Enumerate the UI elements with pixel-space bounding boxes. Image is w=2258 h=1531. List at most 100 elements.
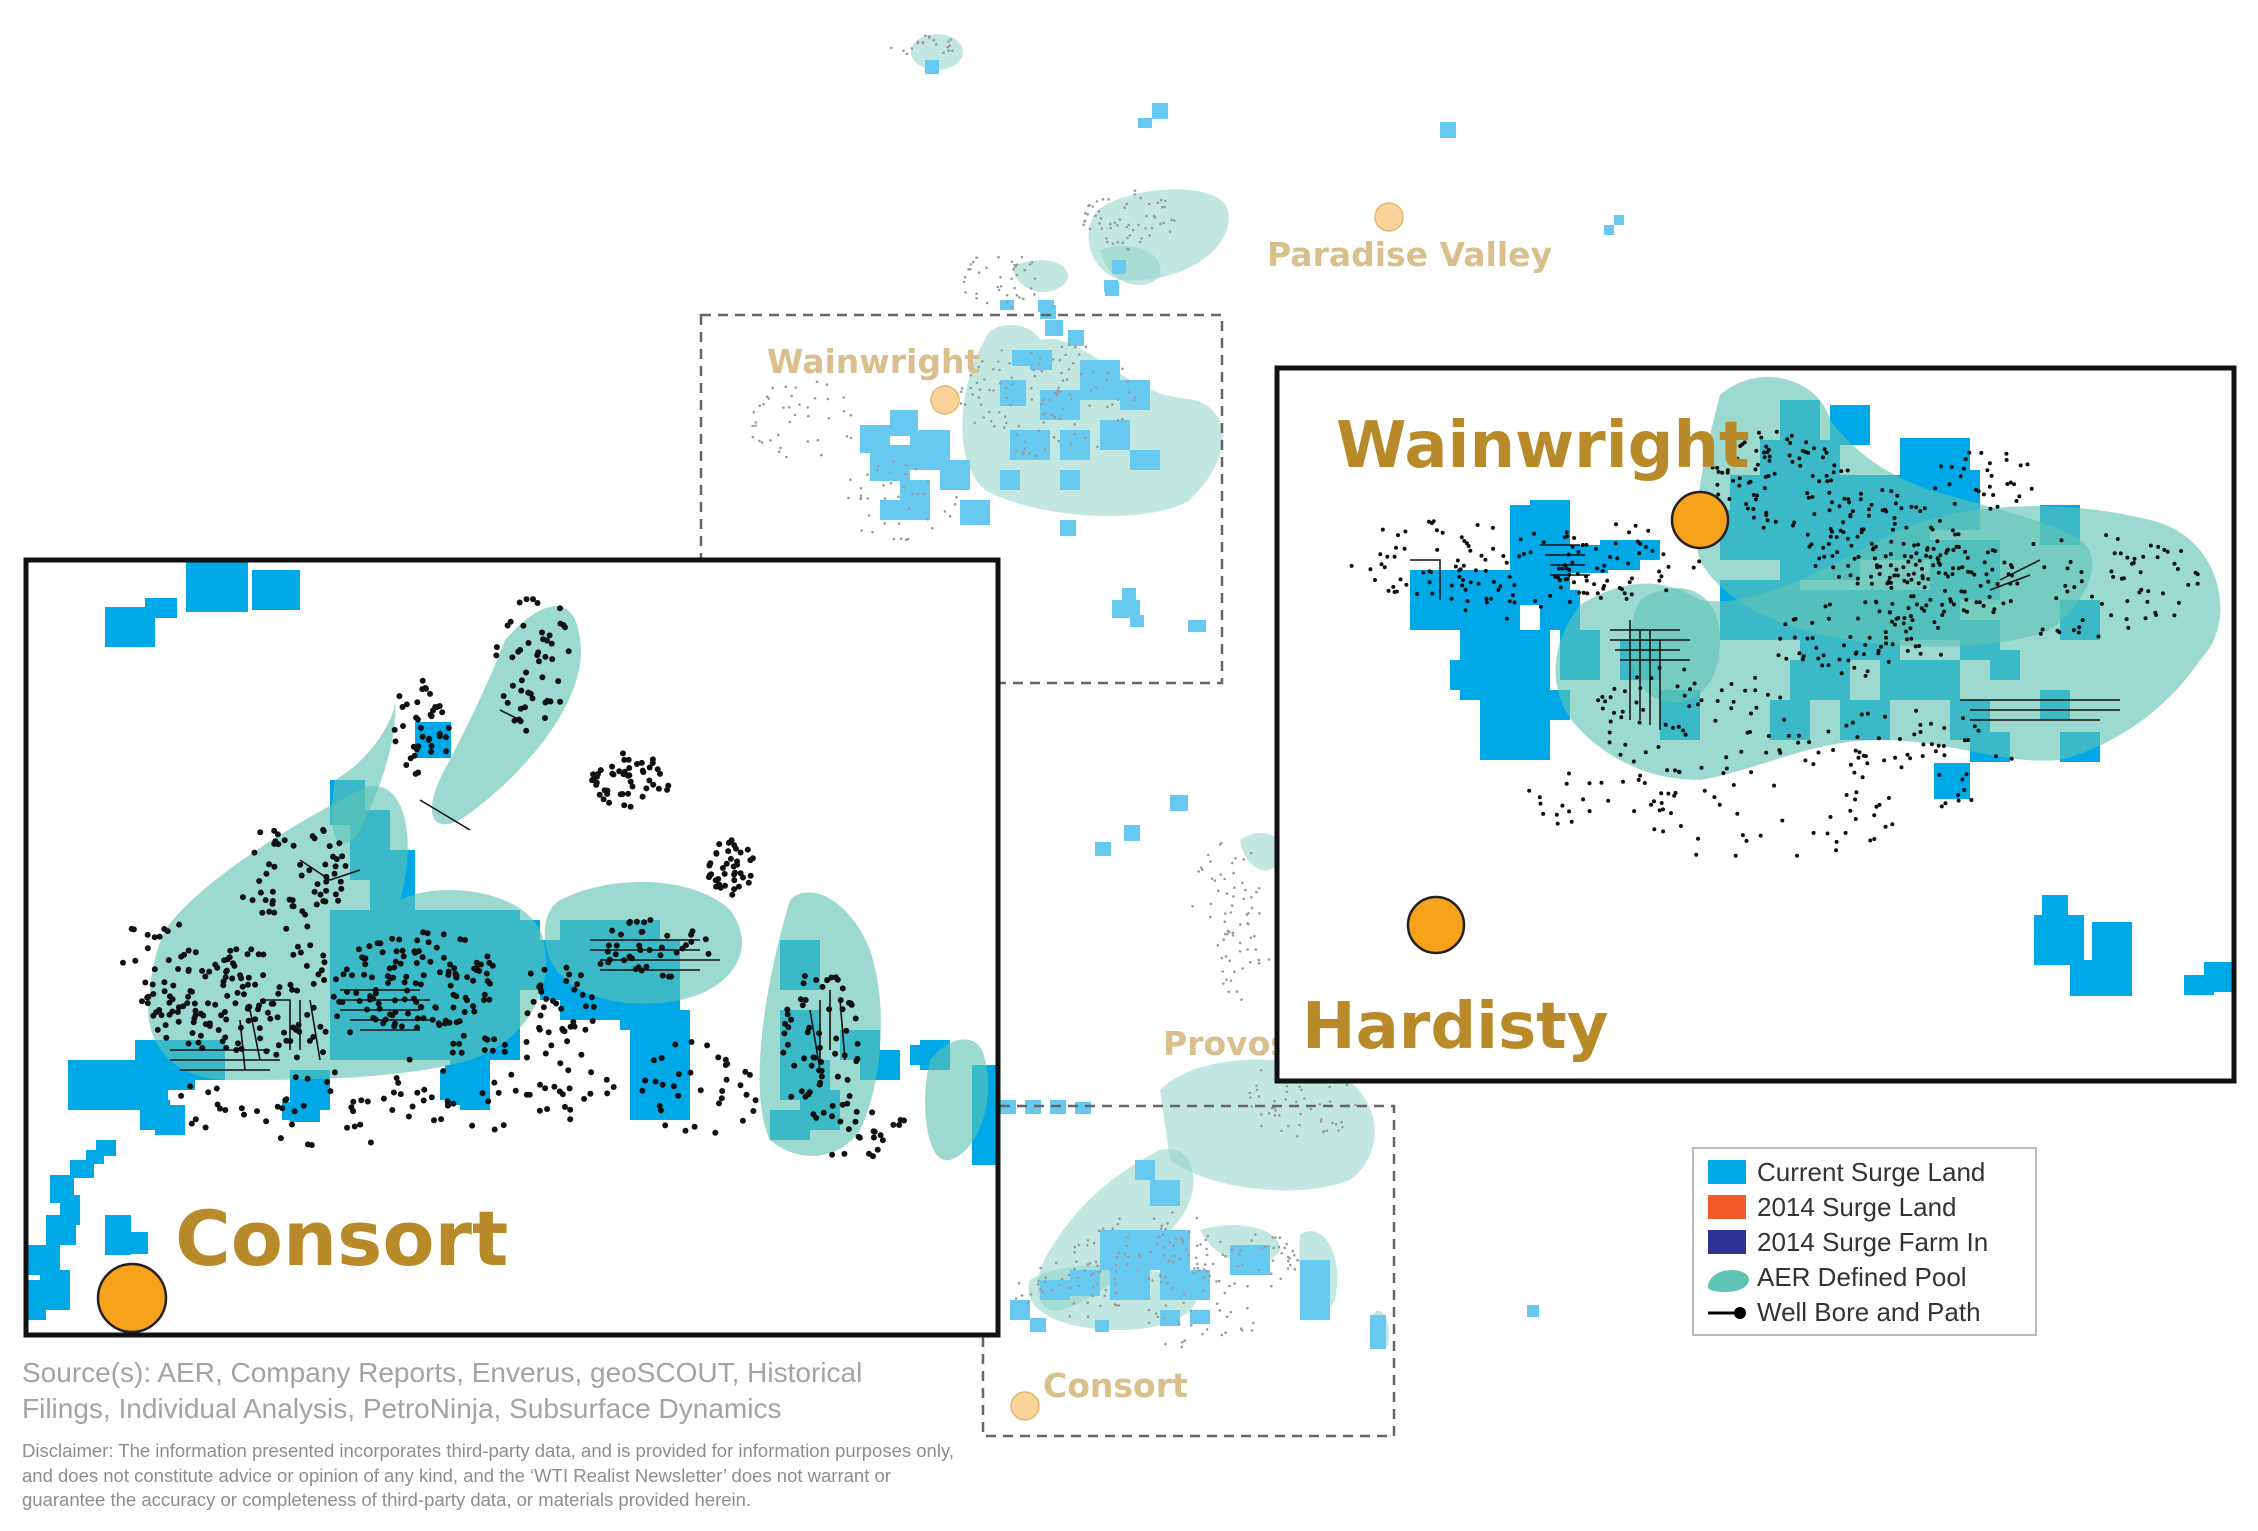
well-point: [639, 767, 646, 774]
well-point: [1459, 535, 1464, 540]
well-point: [1630, 576, 1634, 581]
well-point: [1904, 629, 1909, 634]
well-point: [1274, 1236, 1277, 1239]
well-point: [1909, 636, 1914, 641]
well-point: [948, 514, 952, 518]
well-point: [1798, 463, 1803, 468]
well-point: [1166, 1281, 1169, 1285]
well-point: [399, 704, 406, 710]
well-point: [1077, 1243, 1081, 1247]
well-point: [470, 977, 477, 984]
well-point: [1744, 502, 1749, 506]
well-point: [1940, 602, 1945, 607]
well-point: [782, 406, 785, 409]
well-point: [1688, 687, 1692, 692]
legend-swatch-2014-land: [1708, 1195, 1746, 1219]
well-point: [1273, 1114, 1277, 1117]
well-point: [1246, 1306, 1249, 1310]
well-point: [977, 396, 981, 399]
well-point: [704, 1042, 711, 1049]
well-point: [1538, 604, 1543, 609]
well-point: [1596, 698, 1601, 703]
well-point: [750, 1108, 757, 1114]
well-point: [1776, 653, 1781, 658]
well-point: [747, 872, 754, 879]
well-point: [493, 644, 500, 651]
well-point: [754, 421, 758, 424]
well-point: [320, 826, 327, 833]
well-point: [330, 993, 337, 1000]
well-point: [1911, 594, 1916, 599]
well-point: [153, 1009, 160, 1016]
well-point: [567, 1106, 574, 1113]
well-point: [451, 965, 458, 972]
well-point: [955, 495, 958, 499]
well-point: [1727, 497, 1732, 501]
well-point: [1402, 546, 1407, 551]
well-point: [1789, 433, 1794, 438]
well-point: [1199, 1243, 1202, 1246]
well-point: [1961, 608, 1966, 613]
well-point: [1181, 1241, 1185, 1244]
well-point: [1258, 887, 1261, 890]
well-point: [1784, 656, 1789, 661]
well-point: [1956, 793, 1961, 797]
well-point: [447, 982, 454, 989]
well-point: [788, 1093, 795, 1100]
well-point: [377, 940, 384, 947]
well-point: [386, 965, 393, 972]
well-point: [537, 1081, 543, 1088]
well-point: [832, 974, 839, 981]
well-point: [1699, 765, 1704, 770]
well-point: [758, 439, 761, 443]
well-point: [1908, 614, 1913, 619]
wainwright-inset-marker: [1670, 490, 1730, 550]
well-point: [1468, 548, 1473, 553]
well-point: [1202, 1268, 1206, 1271]
well-point: [464, 997, 470, 1004]
well-point: [1721, 771, 1726, 776]
well-point: [1017, 1281, 1021, 1285]
well-point: [1916, 581, 1921, 586]
well-point: [1060, 371, 1063, 375]
well-point: [751, 435, 755, 439]
well-point: [507, 618, 514, 625]
well-point: [1888, 563, 1893, 568]
well-point: [366, 943, 373, 950]
well-point: [1168, 230, 1172, 233]
well-point: [1014, 1297, 1018, 1300]
well-point: [2138, 570, 2143, 575]
well-point: [321, 977, 328, 983]
well-point: [1094, 1260, 1098, 1264]
well-point: [389, 935, 396, 942]
well-point: [1576, 550, 1581, 554]
well-point: [2099, 601, 2104, 606]
well-point: [1250, 1239, 1253, 1242]
well-point: [1846, 658, 1851, 663]
well-point: [344, 1124, 351, 1131]
well-point: [1848, 635, 1853, 639]
disclaimer-text: Disclaimer: The information presented in…: [22, 1440, 954, 1510]
well-point: [1661, 829, 1666, 834]
well-point: [1567, 600, 1572, 604]
well-point: [1000, 349, 1004, 352]
well-point: [1890, 642, 1895, 647]
well-point: [1296, 1258, 1299, 1262]
well-point: [1086, 1263, 1090, 1266]
well-point: [2132, 556, 2137, 561]
well-point: [283, 925, 290, 932]
well-point: [1249, 960, 1252, 964]
well-point: [1753, 467, 1758, 472]
well-point: [1507, 574, 1512, 579]
well-point: [1811, 762, 1816, 767]
well-point: [1015, 449, 1018, 453]
well-point: [248, 946, 255, 953]
well-point: [1765, 518, 1770, 523]
well-point: [1126, 1262, 1129, 1266]
overview-wells: [751, 34, 1357, 1349]
well-point: [1287, 1255, 1290, 1259]
well-point: [1092, 1241, 1096, 1245]
well-point: [231, 962, 238, 969]
well-point: [400, 723, 406, 729]
well-point: [1607, 730, 1612, 735]
